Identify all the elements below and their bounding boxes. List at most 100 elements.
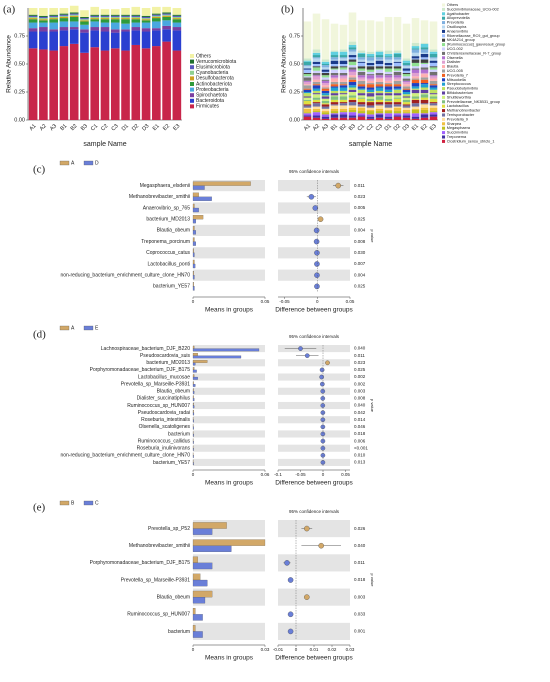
bar-segment bbox=[348, 92, 357, 96]
bar-segment bbox=[312, 115, 321, 118]
bar-segment bbox=[420, 83, 429, 85]
bar-segment bbox=[348, 51, 357, 56]
bar-segment bbox=[357, 20, 366, 51]
bar-segment bbox=[366, 93, 375, 97]
y-tick-label: 0.00 bbox=[14, 117, 25, 123]
bar-segment bbox=[330, 104, 339, 106]
bar-segment bbox=[357, 79, 366, 81]
bar-segment bbox=[429, 107, 438, 112]
bar-segment bbox=[49, 15, 58, 17]
bar-segment bbox=[69, 14, 79, 16]
p-value: 0.033 bbox=[354, 611, 366, 616]
category-label: Porphyromonadaceae_bacterium_DJF_B175 bbox=[90, 367, 191, 373]
bar-segment bbox=[375, 104, 384, 106]
p-value: 0.018 bbox=[354, 577, 366, 582]
difference-point bbox=[287, 628, 294, 635]
bar-segment bbox=[321, 85, 330, 88]
legend-label: Anaerovibrio bbox=[447, 29, 468, 33]
bar-segment bbox=[375, 87, 384, 91]
bar-segment bbox=[321, 75, 330, 78]
p-value: 0.002 bbox=[354, 381, 366, 386]
mean-bar bbox=[192, 562, 213, 570]
bar-segment bbox=[402, 105, 411, 108]
bar-segment bbox=[312, 94, 321, 98]
bar-segment bbox=[348, 115, 357, 118]
bar-segment bbox=[152, 46, 161, 120]
panel-label: (a) bbox=[3, 4, 16, 16]
x-tick-label: E3 bbox=[172, 123, 181, 132]
p-value: 0.025 bbox=[354, 367, 366, 372]
bar-segment bbox=[121, 19, 130, 24]
bar-segment bbox=[39, 15, 48, 17]
legend-swatch bbox=[442, 73, 446, 77]
bar-segment bbox=[411, 118, 420, 120]
mean-bar bbox=[192, 367, 195, 371]
bar-segment bbox=[402, 81, 411, 85]
bar-segment bbox=[339, 60, 348, 64]
difference-point bbox=[325, 360, 330, 366]
bar-segment bbox=[330, 23, 339, 51]
bar-segment bbox=[312, 106, 321, 109]
x-tick-label: B1 bbox=[330, 123, 339, 132]
legend-swatch bbox=[83, 325, 94, 331]
bar-segment bbox=[339, 94, 348, 97]
bar-segment bbox=[384, 95, 393, 99]
p-value: 0.040 bbox=[354, 346, 366, 351]
mean-bar bbox=[192, 556, 198, 563]
bar-segment bbox=[420, 99, 429, 104]
bar-segment bbox=[321, 19, 330, 60]
bar-segment bbox=[303, 96, 312, 98]
mean-bar bbox=[192, 419, 194, 423]
bar-segment bbox=[420, 69, 429, 73]
legend-label: Spirochaetota bbox=[196, 93, 227, 99]
bar-segment bbox=[420, 20, 429, 43]
bar-segment bbox=[339, 75, 348, 77]
bar-segment bbox=[303, 21, 312, 59]
bar-segment bbox=[411, 79, 420, 84]
x-tick-label: D2 bbox=[393, 123, 402, 132]
bar-segment bbox=[429, 94, 438, 97]
bar-segment bbox=[348, 107, 357, 110]
bar-segment bbox=[28, 14, 38, 16]
x-tick-label: 0.06 bbox=[261, 472, 270, 477]
mean-bar bbox=[192, 263, 196, 269]
bar-segment bbox=[59, 27, 69, 31]
category-label: Coprococcus_catus bbox=[146, 250, 190, 256]
bar-segment bbox=[321, 95, 330, 97]
y-tick-label: 0.75 bbox=[289, 33, 300, 39]
bar-segment bbox=[312, 85, 321, 89]
bar-segment bbox=[366, 56, 375, 58]
legend-swatch bbox=[59, 160, 70, 166]
bar-segment bbox=[80, 16, 89, 19]
bar-segment bbox=[321, 71, 330, 73]
bar-segment bbox=[69, 29, 79, 44]
bar-segment bbox=[366, 51, 375, 54]
bar-segment bbox=[420, 107, 429, 110]
bar-segment bbox=[69, 21, 79, 28]
bar-segment bbox=[402, 117, 411, 120]
bar-segment bbox=[420, 94, 429, 98]
bar-segment bbox=[384, 66, 393, 69]
bar-segment bbox=[339, 105, 348, 109]
bar-segment bbox=[411, 72, 420, 77]
row-band bbox=[278, 359, 350, 367]
mean-bar bbox=[192, 625, 196, 632]
panel-label: (d) bbox=[33, 329, 46, 341]
bar-segment bbox=[131, 30, 141, 45]
bar-segment bbox=[110, 19, 120, 23]
bar-segment bbox=[375, 111, 384, 114]
bar-segment bbox=[312, 93, 321, 95]
bar-segment bbox=[375, 90, 384, 94]
legend-swatch bbox=[190, 59, 194, 64]
bar-segment bbox=[420, 52, 429, 54]
bar-segment bbox=[420, 74, 429, 78]
difference-point bbox=[320, 381, 325, 387]
difference-point bbox=[319, 367, 325, 373]
bar-segment bbox=[393, 88, 402, 90]
x-tick-label: A1 bbox=[29, 123, 38, 132]
bar-segment bbox=[330, 108, 339, 112]
p-value: 0.014 bbox=[354, 417, 366, 422]
mean-bar bbox=[192, 388, 194, 392]
bar-segment bbox=[357, 50, 366, 53]
bar-segment bbox=[330, 111, 339, 114]
